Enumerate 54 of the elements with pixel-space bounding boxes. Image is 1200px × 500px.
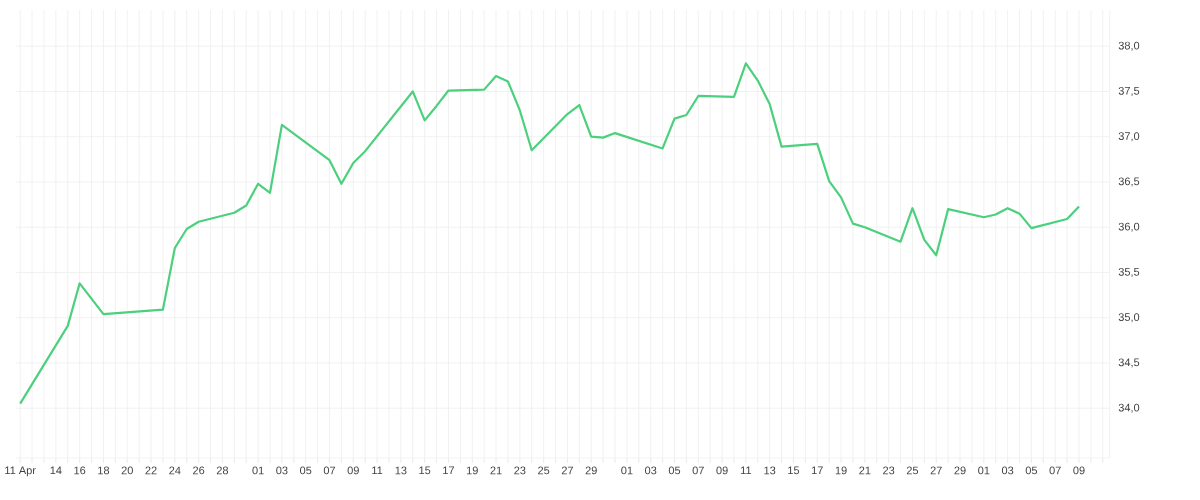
- x-tick-label: 14: [50, 466, 62, 475]
- x-tick-label: 07: [692, 466, 704, 475]
- x-tick-label: 19: [835, 466, 847, 475]
- x-tick-label: 19: [466, 466, 478, 475]
- x-tick-label: 07: [323, 466, 336, 475]
- x-tick-label: 21: [490, 466, 502, 475]
- y-tick-label: 37,0: [1118, 132, 1140, 142]
- x-tick-label: 29: [585, 466, 597, 475]
- x-tick-label: 24: [169, 466, 181, 475]
- x-tick-label: 22: [145, 466, 157, 475]
- x-tick-label: 05: [300, 466, 312, 475]
- y-tick-label: 34,5: [1118, 358, 1140, 368]
- x-tick-label: 13: [764, 466, 776, 475]
- x-tick-label: 03: [1001, 466, 1014, 475]
- y-tick-label: 36,0: [1118, 222, 1140, 232]
- x-tick-label: 01: [978, 466, 990, 475]
- y-tick-label: 37,5: [1118, 86, 1140, 96]
- x-tick-label: 28: [216, 466, 229, 475]
- x-tick-label: 17: [811, 466, 823, 475]
- y-tick-label: 38,0: [1118, 41, 1140, 51]
- x-tick-label: 25: [906, 466, 919, 475]
- x-tick-label: 18: [98, 466, 110, 475]
- x-tick-label: 05: [1025, 466, 1038, 475]
- x-tick-label: 11: [741, 466, 752, 475]
- x-tick-label: 03: [276, 466, 288, 475]
- y-tick-label: 35,0: [1118, 313, 1140, 323]
- x-tick-label: 09: [1073, 466, 1085, 475]
- x-tick-label: 15: [419, 466, 431, 475]
- y-tick-label: 34,0: [1118, 403, 1140, 413]
- x-tick-label: 27: [561, 466, 573, 475]
- x-tick-label: 26: [193, 466, 205, 475]
- line-series: [19, 62, 1081, 405]
- x-tick-label: 21: [859, 466, 871, 475]
- x-tick-label: 23: [514, 466, 526, 475]
- x-tick-label: 11: [372, 466, 383, 475]
- x-tick-label: 11 Apr: [5, 466, 36, 477]
- x-tick-label: 09: [347, 466, 359, 475]
- y-tick-label: 36,5: [1118, 177, 1140, 187]
- x-tick-label: 29: [954, 466, 966, 475]
- x-tick-label: 13: [395, 466, 407, 475]
- y-tick-label: 35,5: [1118, 267, 1140, 277]
- x-tick-label: 15: [788, 466, 800, 475]
- x-tick-label: 25: [538, 466, 550, 475]
- x-tick-label: 03: [645, 466, 657, 475]
- x-tick-label: 20: [121, 466, 133, 475]
- x-tick-label: 09: [716, 466, 728, 475]
- x-tick-label: 23: [883, 466, 895, 475]
- x-tick-label: 17: [443, 466, 455, 475]
- x-tick-label: 27: [930, 466, 942, 475]
- x-tick-label: 07: [1049, 466, 1061, 475]
- x-tick-label: 16: [74, 466, 86, 475]
- x-tick-label: 01: [621, 466, 633, 475]
- x-tick-label: 01: [252, 466, 264, 475]
- x-tick-label: 05: [668, 466, 681, 475]
